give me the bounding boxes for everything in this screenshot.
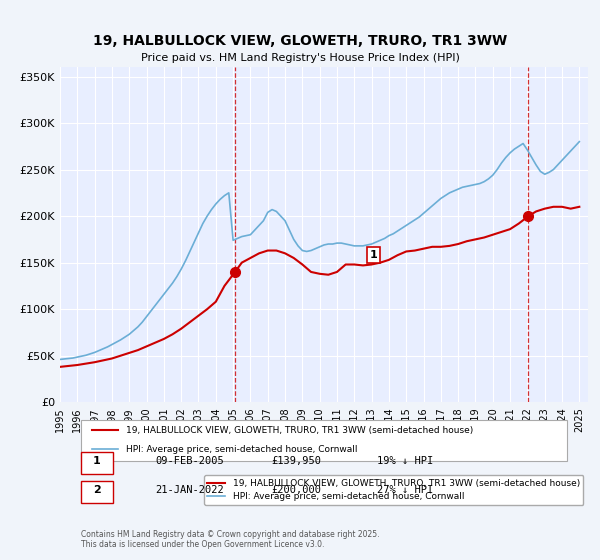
Text: 19, HALBULLOCK VIEW, GLOWETH, TRURO, TR1 3WW (semi-detached house): 19, HALBULLOCK VIEW, GLOWETH, TRURO, TR1… (126, 426, 473, 435)
Text: 1: 1 (370, 250, 377, 260)
Text: HPI: Average price, semi-detached house, Cornwall: HPI: Average price, semi-detached house,… (126, 445, 358, 454)
Text: 09-FEB-2005: 09-FEB-2005 (155, 456, 224, 466)
Text: 19, HALBULLOCK VIEW, GLOWETH, TRURO, TR1 3WW: 19, HALBULLOCK VIEW, GLOWETH, TRURO, TR1… (93, 34, 507, 48)
Text: Price paid vs. HM Land Registry's House Price Index (HPI): Price paid vs. HM Land Registry's House … (140, 53, 460, 63)
Legend: 19, HALBULLOCK VIEW, GLOWETH, TRURO, TR1 3WW (semi-detached house), HPI: Average: 19, HALBULLOCK VIEW, GLOWETH, TRURO, TR1… (204, 475, 583, 505)
Text: £139,950: £139,950 (271, 456, 321, 466)
Text: Contains HM Land Registry data © Crown copyright and database right 2025.
This d: Contains HM Land Registry data © Crown c… (81, 530, 380, 549)
Text: 21-JAN-2022: 21-JAN-2022 (155, 485, 224, 495)
Text: £200,000: £200,000 (271, 485, 321, 495)
FancyBboxPatch shape (81, 482, 113, 503)
FancyBboxPatch shape (81, 452, 113, 474)
Text: 1: 1 (93, 456, 101, 466)
Text: 27% ↓ HPI: 27% ↓ HPI (377, 485, 433, 495)
FancyBboxPatch shape (81, 420, 567, 461)
Text: 19% ↓ HPI: 19% ↓ HPI (377, 456, 433, 466)
Text: 2: 2 (93, 485, 101, 495)
